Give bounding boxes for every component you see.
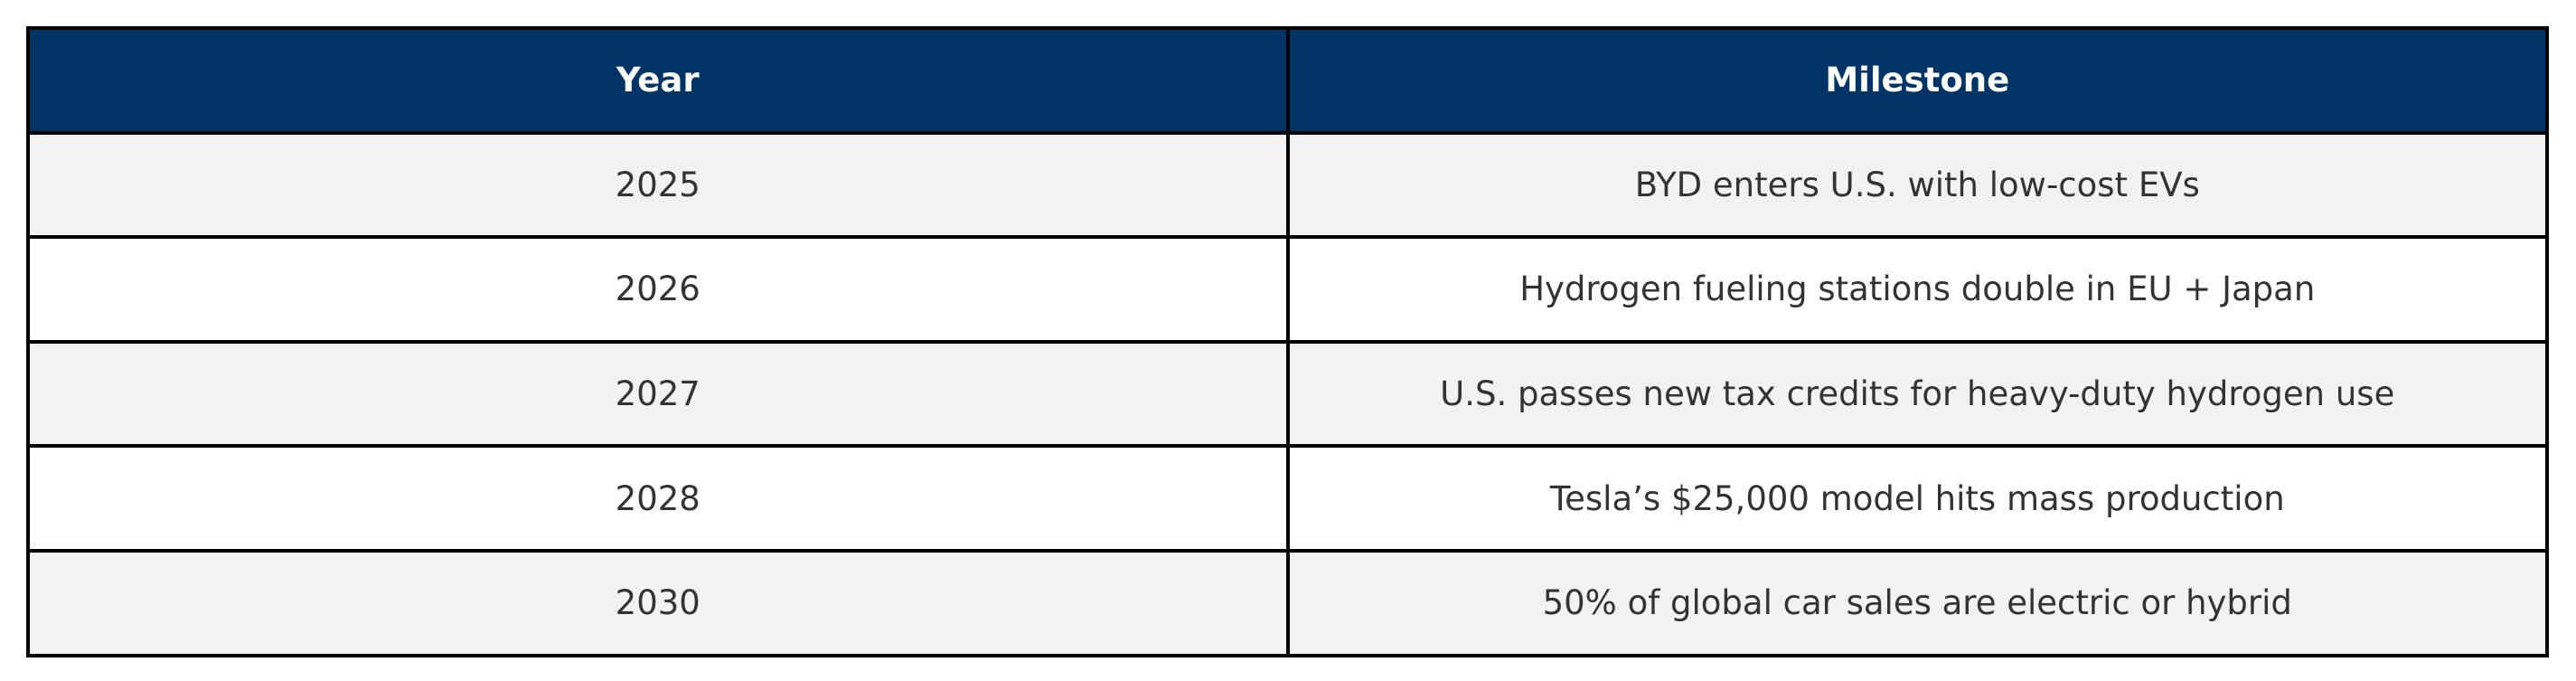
table-row: 2025 BYD enters U.S. with low-cost EVs [26,130,2549,240]
table-body: 2025 BYD enters U.S. with low-cost EVs 202… [26,130,2549,657]
table-row: 2030 50% of global car sales are electric… [26,548,2549,657]
table-row: 2028 Tesla’s $25,000 model hits mass prod… [26,444,2549,553]
milestone-cell: Hydrogen fueling stations double in EU +… [1285,235,2549,344]
milestone-table: Year Milestone 2025 BYD enters U.S. with … [26,26,2549,657]
year-cell: 2030 [26,548,1290,657]
milestone-cell: BYD enters U.S. with low-cost EVs [1285,130,2549,240]
year-cell: 2025 [26,130,1290,240]
year-cell: 2027 [26,339,1290,449]
year-cell: 2028 [26,444,1290,553]
header-cell: Milestone [1285,26,2549,135]
table-head: Year Milestone [26,26,2549,135]
header-cell: Year [26,26,1290,135]
header-row: Year Milestone [26,26,2549,135]
table-row: 2026 Hydrogen fueling stations double in … [26,235,2549,344]
year-cell: 2026 [26,235,1290,344]
table-row: 2027 U.S. passes new tax credits for heav… [26,339,2549,449]
milestone-cell: Tesla’s $25,000 model hits mass producti… [1285,444,2549,553]
milestone-cell: 50% of global car sales are electric or … [1285,548,2549,657]
milestone-cell: U.S. passes new tax credits for heavy-du… [1285,339,2549,449]
